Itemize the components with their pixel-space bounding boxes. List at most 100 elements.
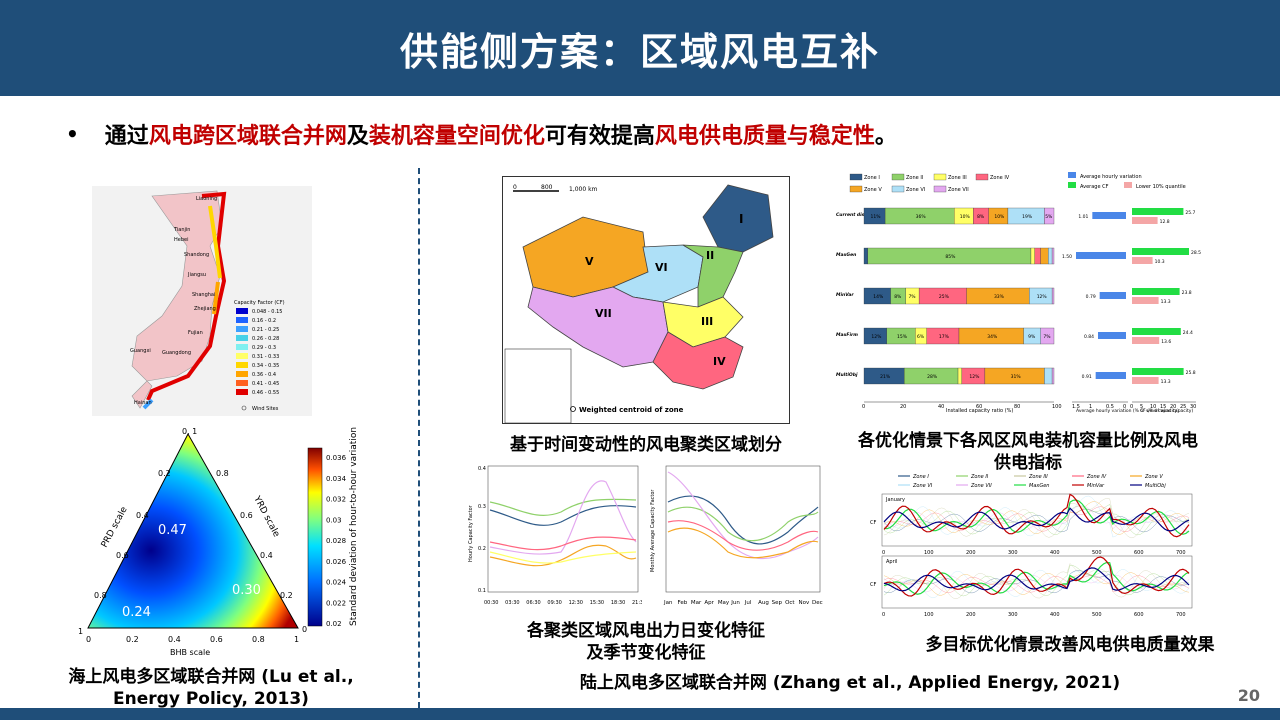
ts-xtick: 200 (966, 612, 976, 618)
cf-legend-label: 0.36 - 0.4 (252, 372, 276, 378)
variation-xtick: 0.5 (1106, 404, 1114, 410)
colorbar-tick: 0.02 (326, 620, 342, 628)
stack-label: 85% (945, 254, 956, 260)
bar-legend-label: Zone VII (948, 187, 969, 193)
daily-ytick-0.2: 0.2 (478, 546, 486, 552)
monthly-xtick: Aug (758, 600, 769, 606)
wind-site-symbol (241, 405, 247, 411)
variation-bar (1099, 292, 1126, 299)
stack-segment (1030, 247, 1035, 265)
bar-xaxis: 0 20 40 60 80 100 1.5 1 0.5 0 0 5 10 15 20 25 30 (862, 401, 1196, 410)
zone-i-region (702, 184, 774, 253)
cf-low-bar (1132, 257, 1153, 264)
bar-legend-swatch (891, 185, 905, 193)
ternary-right-tick-0.4: 0.4 (260, 551, 273, 560)
stack-label: 10% (960, 214, 971, 220)
variation-value: 0.79 (1086, 294, 1096, 300)
variation-xtick: 1 (1089, 404, 1092, 410)
ts-ylabel-1: CF (870, 520, 876, 526)
stack-segment (1044, 367, 1053, 385)
ternary-bottom-tick-0: 0 (86, 635, 91, 644)
zone-label-iii: III (701, 315, 713, 328)
ternary-value-3: 0.24 (122, 605, 151, 620)
ternary-bottom-tick-0.2: 0.2 (126, 635, 139, 644)
cf-legend-swatch (236, 380, 248, 386)
stack-label: 10% (994, 214, 1005, 220)
monthly-xtick: Oct (785, 600, 795, 606)
ts-legend: Zone I Zone II Zone III Zone IV Zone V Zone V… (898, 474, 1166, 489)
cf-avg-value: 24.4 (1183, 330, 1193, 336)
stack-label: 31% (1011, 374, 1022, 380)
cf-xlabel: CF (% of wind capacity) (1140, 408, 1193, 414)
cf-legend-label: 0.31 - 0.33 (252, 354, 279, 360)
daily-ytick-0.4: 0.4 (478, 466, 486, 472)
prd-scale-label: PRD scale (100, 505, 130, 550)
variation-value: 0.84 (1084, 334, 1094, 340)
scenario-label: MaxGen (836, 252, 856, 258)
cf-xtick: 0 (1130, 404, 1133, 410)
prov-shandong: Shandong (184, 252, 209, 258)
stack-label: 19% (1022, 214, 1033, 220)
monthly-xticks: Jan Feb Mar Apr May Jun Jul Aug Sep Oct Nov Dec (663, 600, 823, 606)
cf-legend-swatch (236, 308, 248, 314)
zone-label-ii: II (706, 249, 714, 262)
cf-legend-avg: Average CF (1080, 184, 1109, 190)
cf-legend-title: Capacity Factor (CF) (234, 300, 285, 306)
ts-legend-label: Zone IV (1086, 474, 1107, 480)
ts-xtick: 500 (1092, 550, 1102, 556)
ternary-right-tick-0.8: 0.8 (216, 469, 229, 478)
ts-line-jan (883, 499, 1190, 535)
ts-xtick: 700 (1176, 550, 1186, 556)
prov-guangxi: Guangxi (130, 348, 151, 354)
monthly-xtick: Dec (812, 600, 823, 606)
stack-label: 12% (871, 334, 882, 340)
stack-label: 33% (994, 294, 1005, 300)
cf-avg-value: 25.8 (1186, 370, 1196, 376)
stack-label: 5% (1045, 214, 1053, 220)
ts-xticks: 0 0 100 100 200 200 300 300 400 400 500 500 600 600 70… (882, 550, 1186, 618)
zone-label-vi: VI (655, 261, 668, 274)
variation-value: 1.50 (1062, 254, 1072, 260)
ternary-value-2: 0.30 (232, 583, 261, 598)
title-bar: 供能侧方案：区域风电互补 (0, 0, 1280, 96)
prov-jiangsu: Jiangsu (187, 272, 206, 278)
curves-caption-line2: 及季节变化特征 (586, 643, 706, 663)
bullet-part-1: 风电跨区域联合并网 (148, 124, 347, 149)
daily-curve-chart: Hourly Capacity Factor 0.4 0.3 0.2 0.1 0… (466, 462, 642, 608)
cf-legend-swatch (236, 335, 248, 341)
cf-low-bar (1132, 377, 1159, 384)
ternary-right-tick-0: 0 (302, 625, 307, 634)
stack-label: 8% (894, 294, 902, 300)
monthly-xtick: Jan (663, 600, 673, 606)
zone-label-i: I (739, 212, 743, 226)
cf-avg-bar (1132, 248, 1189, 255)
ts-svg: Zone I Zone II Zone III Zone IV Zone V Zone V… (870, 474, 1193, 618)
bottom-caption: 陆上风电多区域联合并网 (Zhang et al., Applied Energ… (579, 673, 1121, 693)
stack-label: 12% (969, 374, 980, 380)
left-caption-line1: 海上风电多区域联合并网 (Lu et al., (68, 667, 354, 687)
cf-legend-swatch (236, 353, 248, 359)
ts-line-jan (883, 505, 1190, 532)
cf-avg-bar (1132, 288, 1180, 295)
bar-xtick: 20 (900, 404, 906, 410)
daily-xtick: 03:30 (505, 600, 519, 606)
stack-label: 11% (871, 214, 882, 220)
prov-fujian: Fujian (188, 330, 203, 336)
scale-1000: 1,000 km (569, 186, 598, 193)
variation-legend-label: Average hourly variation (1080, 174, 1142, 180)
bar-caption-line2: 供电指标 (994, 453, 1062, 473)
cf-legend-label: 0.16 - 0.2 (252, 318, 276, 324)
cf-low-bar (1132, 297, 1159, 304)
ts-line-apr (883, 567, 1190, 592)
bullet-line: • 通过 风电跨区域联合并网 及 装机容量空间优化 可有效提高 风电供电质量与稳… (66, 118, 897, 150)
ts-xtick: 0 (882, 550, 885, 556)
coastal-map-svg: Liaoning Tianjin Hebei Shandong Jiangsu … (92, 186, 312, 416)
scenario-label: MultiObj (836, 372, 858, 378)
zone-label-iv: IV (713, 355, 726, 368)
prov-hainan: Hainan (134, 400, 152, 406)
variation-xtick: 1.5 (1072, 404, 1080, 410)
colorbar-tick: 0.028 (326, 537, 346, 545)
stack-label: 15% (897, 334, 908, 340)
scale-800: 800 (541, 184, 553, 191)
